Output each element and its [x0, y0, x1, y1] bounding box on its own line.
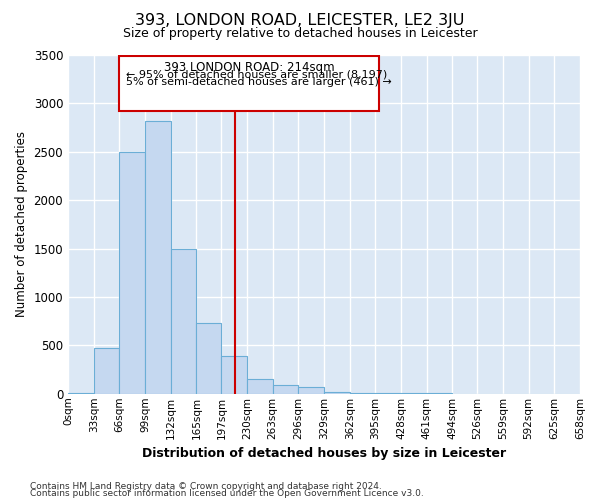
Bar	[247, 379, 272, 394]
Bar	[119, 152, 145, 394]
Y-axis label: Number of detached properties: Number of detached properties	[15, 132, 28, 318]
Bar	[196, 323, 221, 394]
Text: Size of property relative to detached houses in Leicester: Size of property relative to detached ho…	[122, 28, 478, 40]
Text: Contains public sector information licensed under the Open Government Licence v3: Contains public sector information licen…	[30, 489, 424, 498]
Bar	[221, 356, 247, 394]
Bar	[298, 388, 324, 394]
Bar	[119, 56, 379, 111]
Bar	[145, 121, 171, 394]
Bar	[171, 248, 196, 394]
X-axis label: Distribution of detached houses by size in Leicester: Distribution of detached houses by size …	[142, 447, 506, 460]
Text: 393 LONDON ROAD: 214sqm: 393 LONDON ROAD: 214sqm	[164, 62, 335, 74]
Text: Contains HM Land Registry data © Crown copyright and database right 2024.: Contains HM Land Registry data © Crown c…	[30, 482, 382, 491]
Bar	[94, 348, 119, 394]
Bar	[68, 393, 94, 394]
Bar	[272, 385, 298, 394]
Text: 5% of semi-detached houses are larger (461) →: 5% of semi-detached houses are larger (4…	[125, 78, 391, 88]
Bar	[350, 393, 376, 394]
Bar	[324, 392, 350, 394]
Text: ← 95% of detached houses are smaller (8,197): ← 95% of detached houses are smaller (8,…	[125, 70, 387, 80]
Text: 393, LONDON ROAD, LEICESTER, LE2 3JU: 393, LONDON ROAD, LEICESTER, LE2 3JU	[136, 12, 464, 28]
